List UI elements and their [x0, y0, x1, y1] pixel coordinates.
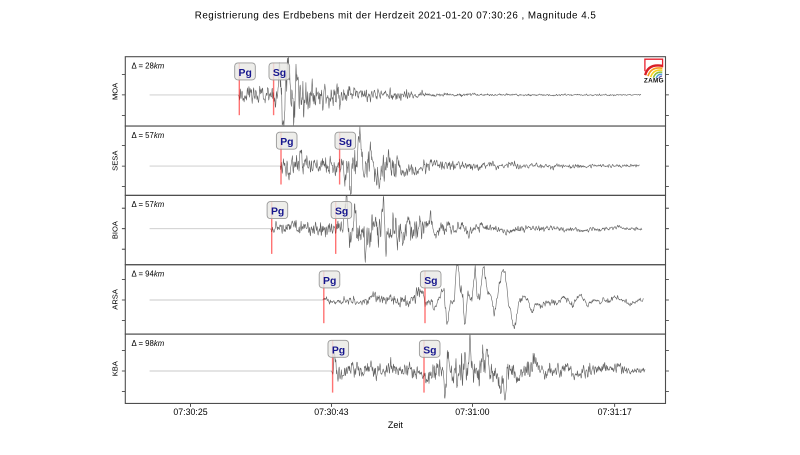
svg-text:Sg: Sg — [423, 345, 436, 356]
svg-text:Registrierung des Erdbebens mi: Registrierung des Erdbebens mit der Herd… — [195, 11, 597, 22]
svg-text:Pg: Pg — [239, 68, 252, 79]
svg-text:07:31:17: 07:31:17 — [598, 407, 632, 417]
svg-text:07:30:25: 07:30:25 — [173, 407, 207, 417]
svg-text:Δ = 57km: Δ = 57km — [132, 200, 165, 209]
svg-text:KBA: KBA — [111, 360, 120, 376]
svg-text:Δ = 94km: Δ = 94km — [132, 270, 165, 279]
svg-text:ARSA: ARSA — [111, 288, 120, 310]
svg-text:SESA: SESA — [111, 150, 120, 171]
svg-text:Sg: Sg — [273, 68, 286, 79]
svg-text:Δ = 57km: Δ = 57km — [132, 131, 165, 140]
svg-text:Sg: Sg — [335, 207, 348, 218]
svg-text:ZAMG: ZAMG — [644, 78, 664, 85]
svg-text:Zeit: Zeit — [388, 420, 404, 430]
svg-text:Pg: Pg — [332, 345, 345, 356]
svg-text:Sg: Sg — [339, 137, 352, 148]
svg-text:Pg: Pg — [280, 137, 293, 148]
svg-text:BIOA: BIOA — [111, 220, 120, 239]
svg-text:Δ = 98km: Δ = 98km — [132, 339, 165, 348]
svg-text:Sg: Sg — [424, 276, 437, 287]
svg-text:07:30:43: 07:30:43 — [314, 407, 348, 417]
svg-text:MOA: MOA — [111, 82, 120, 100]
svg-text:07:31:00: 07:31:00 — [455, 407, 489, 417]
svg-text:Δ = 28km: Δ = 28km — [132, 62, 165, 71]
svg-text:Pg: Pg — [323, 276, 336, 287]
svg-text:Pg: Pg — [271, 207, 284, 218]
